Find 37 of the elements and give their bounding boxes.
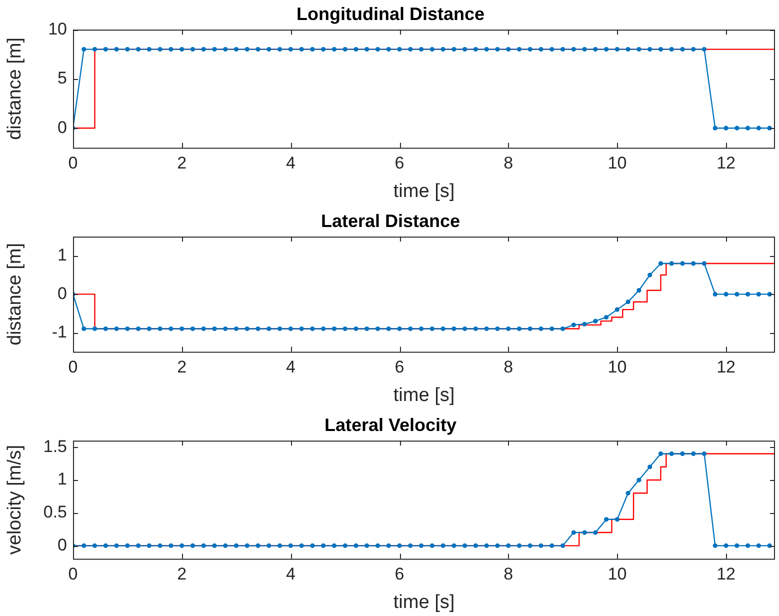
x-tick-label: 8 (504, 564, 514, 584)
y-tick-label: 0 (58, 284, 67, 303)
x-tick-label: 10 (608, 564, 627, 584)
chart-title: Longitudinal Distance (296, 4, 485, 24)
y-tick-label: 0 (58, 535, 67, 554)
x-tick-label: 12 (716, 564, 736, 584)
x-tick-label: 2 (177, 154, 187, 173)
x-tick-label: 12 (716, 358, 736, 377)
x-tick-label: 6 (394, 154, 404, 173)
x-tick-label: 2 (177, 358, 187, 377)
y-axis-title: velocity [m/s] (4, 444, 26, 555)
y-tick-label: 1.5 (43, 436, 67, 456)
x-tick-label: 10 (608, 154, 627, 173)
x-tick-label: 8 (504, 358, 514, 377)
y-tick-label: 10 (48, 19, 67, 38)
y-tick-label: -1 (52, 322, 67, 342)
chart-title: Lateral Distance (320, 210, 460, 231)
x-tick-label: 6 (394, 564, 404, 584)
x-tick-label: 6 (394, 358, 404, 377)
chart-title: Lateral Velocity (324, 414, 457, 435)
x-axis-title: time [s] (393, 384, 455, 406)
x-tick-label: 2 (177, 564, 187, 584)
x-tick-label: 4 (286, 154, 296, 173)
x-tick-label: 4 (286, 564, 296, 584)
y-tick-label: 5 (58, 68, 67, 88)
y-tick-label: 1 (58, 245, 67, 264)
y-axis-title: distance [m] (4, 37, 26, 140)
y-tick-label: 1 (58, 470, 67, 489)
y-axis-title: distance [m] (4, 242, 26, 346)
x-axis-title: time [s] (393, 180, 455, 202)
y-tick-label: 0 (58, 118, 67, 137)
x-tick-label: 10 (608, 358, 627, 377)
x-tick-label: 8 (504, 154, 514, 173)
x-tick-label: 12 (716, 154, 736, 173)
y-tick-label: 0.5 (43, 502, 67, 522)
x-axis-title: time [s] (393, 592, 455, 613)
x-tick-label: 4 (286, 358, 296, 377)
